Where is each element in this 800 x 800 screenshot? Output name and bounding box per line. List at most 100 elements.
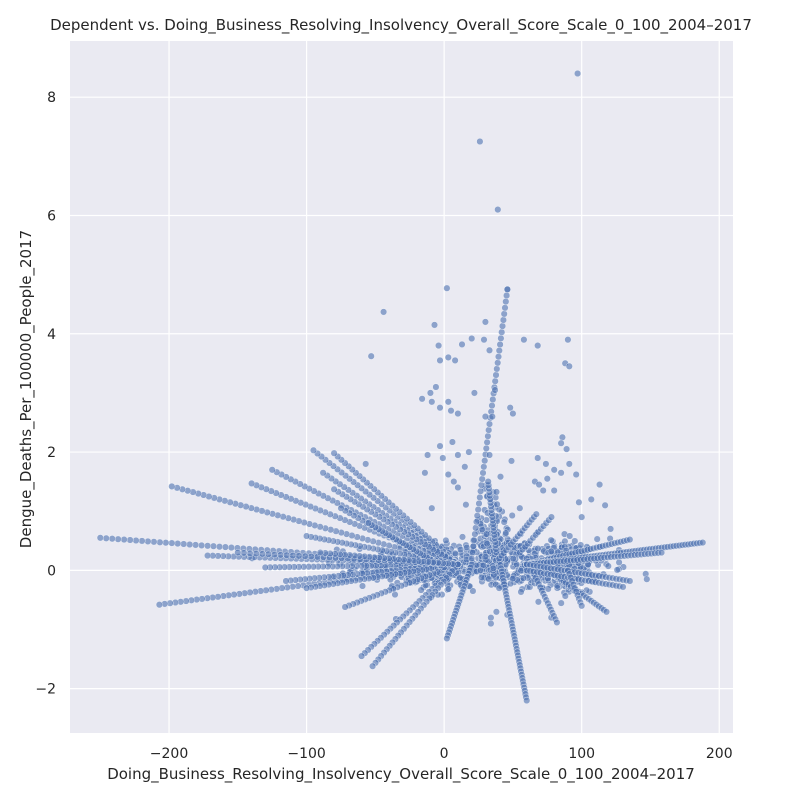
data-point — [443, 284, 451, 292]
data-point — [626, 577, 634, 585]
data-point — [502, 529, 510, 537]
data-point — [478, 573, 486, 582]
y-axis-label: Dengue_Deaths_Per_100000_People_2017 — [17, 230, 36, 548]
data-point — [283, 551, 291, 559]
data-point — [432, 383, 440, 391]
data-point — [144, 537, 152, 545]
data-point — [192, 541, 200, 549]
data-point — [587, 495, 595, 503]
data-point — [358, 582, 367, 590]
data-point — [550, 486, 558, 495]
data-point — [493, 365, 501, 373]
data-point — [240, 549, 248, 557]
data-point — [369, 662, 377, 670]
data-point — [330, 449, 338, 457]
data-point — [483, 438, 491, 446]
data-point — [484, 478, 492, 486]
data-point — [426, 389, 434, 397]
data-point — [481, 318, 489, 326]
data-point — [120, 536, 128, 544]
data-point — [470, 536, 478, 544]
data-point — [204, 542, 212, 550]
data-point — [456, 574, 464, 582]
data-point — [309, 446, 318, 454]
data-point — [547, 513, 555, 521]
data-point — [307, 552, 315, 561]
data-point — [430, 321, 439, 329]
data-point — [436, 356, 444, 364]
data-point — [303, 584, 311, 592]
data-point — [469, 587, 477, 595]
data-point — [458, 533, 467, 541]
data-point — [557, 439, 565, 447]
x-tick-label: −200 — [150, 746, 188, 762]
data-point — [468, 334, 476, 343]
data-point — [316, 549, 324, 557]
data-point — [443, 634, 451, 642]
y-tick-label: 8 — [47, 90, 56, 106]
data-point — [542, 460, 550, 468]
data-point — [476, 137, 484, 146]
x-tick-label: 200 — [706, 746, 733, 762]
data-point — [209, 542, 218, 550]
data-point — [485, 426, 493, 434]
data-point — [462, 501, 470, 509]
data-point — [264, 550, 272, 558]
data-point — [566, 532, 574, 540]
data-point — [96, 534, 104, 542]
data-point — [428, 504, 436, 512]
data-point — [492, 488, 501, 496]
data-point — [156, 538, 164, 546]
data-point — [517, 588, 525, 596]
data-point — [268, 466, 276, 474]
data-point — [454, 483, 462, 492]
data-point — [155, 601, 163, 609]
y-tick-label: 4 — [47, 327, 56, 343]
data-point — [479, 469, 487, 477]
data-point — [534, 342, 542, 350]
data-point — [501, 304, 509, 312]
data-point — [564, 336, 572, 344]
data-point — [282, 577, 290, 585]
data-point — [444, 585, 453, 593]
data-point — [619, 583, 627, 591]
x-tick-label: 100 — [568, 746, 595, 762]
data-point — [476, 493, 484, 501]
data-point — [248, 479, 256, 487]
data-point — [472, 518, 481, 526]
data-point — [482, 444, 490, 452]
data-point — [500, 310, 508, 318]
data-point — [337, 504, 345, 512]
data-point — [593, 535, 601, 543]
data-point — [367, 352, 375, 360]
data-point — [657, 549, 666, 557]
data-point — [485, 420, 494, 428]
data-point — [442, 536, 450, 544]
data-point — [489, 395, 497, 404]
data-point — [227, 544, 235, 552]
data-point — [447, 407, 455, 415]
data-point — [102, 534, 110, 542]
data-point — [444, 398, 452, 406]
data-point — [563, 445, 571, 453]
data-point — [162, 539, 170, 547]
data-point — [488, 402, 496, 410]
data-point — [364, 519, 373, 527]
data-point — [417, 586, 425, 594]
data-point — [454, 410, 462, 418]
data-point — [565, 460, 573, 468]
data-point — [499, 316, 507, 324]
data-point — [463, 543, 471, 552]
data-point — [485, 451, 494, 459]
data-point — [503, 291, 511, 300]
data-point — [150, 538, 158, 546]
data-point — [480, 463, 488, 471]
data-point — [444, 353, 452, 361]
data-point — [485, 575, 493, 583]
data-point — [450, 478, 458, 486]
data-point — [508, 511, 516, 520]
data-point — [498, 322, 507, 330]
data-point — [699, 539, 707, 547]
